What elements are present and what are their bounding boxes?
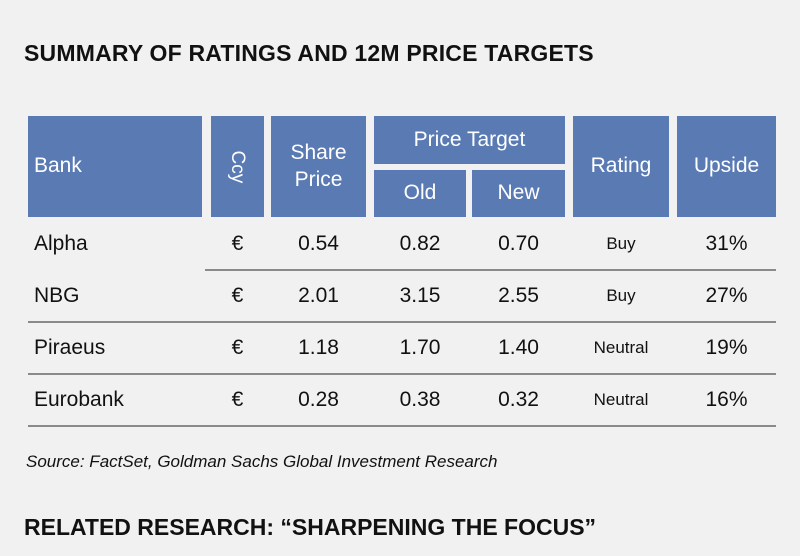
header-ccy: Ccy <box>211 116 264 217</box>
header-share-price: Share Price <box>271 116 366 217</box>
cell-new-target: 1.40 <box>498 336 539 359</box>
cell-upside: 16% <box>705 388 748 411</box>
cell-upside: 27% <box>705 284 748 307</box>
row-divider <box>28 373 776 375</box>
cell-ccy: € <box>231 284 244 307</box>
header-bank: Bank <box>28 116 202 217</box>
table-row: Eurobank € 0.28 0.38 0.32 Neutral 16% <box>0 374 800 427</box>
cell-share-price: 2.01 <box>298 284 339 307</box>
cell-rating: Neutral <box>593 338 649 357</box>
source-note: Source: FactSet, Goldman Sachs Global In… <box>26 452 498 471</box>
row-divider <box>205 269 776 271</box>
header-share-price-label: Share Price <box>290 141 347 191</box>
cell-bank: NBG <box>34 284 80 307</box>
cell-rating: Neutral <box>593 390 649 409</box>
header-ccy-label: Ccy <box>227 150 249 183</box>
header-rating: Rating <box>573 116 669 217</box>
section-title: SUMMARY OF RATINGS AND 12M PRICE TARGETS <box>24 40 594 66</box>
header-upside: Upside <box>677 116 776 217</box>
cell-ccy: € <box>231 388 244 411</box>
cell-new-target: 0.32 <box>498 388 539 411</box>
cell-share-price: 0.28 <box>298 388 339 411</box>
table-row: NBG € 2.01 3.15 2.55 Buy 27% <box>0 270 800 323</box>
cell-new-target: 2.55 <box>498 284 539 307</box>
cell-new-target: 0.70 <box>498 232 539 255</box>
cell-share-price: 0.54 <box>298 232 339 255</box>
cell-ccy: € <box>231 232 244 255</box>
table-row: Alpha € 0.54 0.82 0.70 Buy 31% <box>0 218 800 271</box>
table-row: Piraeus € 1.18 1.70 1.40 Neutral 19% <box>0 322 800 375</box>
cell-upside: 31% <box>705 232 748 255</box>
header-old: Old <box>374 170 466 217</box>
cell-rating: Buy <box>606 234 636 253</box>
cell-old-target: 0.38 <box>399 388 441 411</box>
cell-bank: Piraeus <box>34 336 106 359</box>
cell-old-target: 1.70 <box>399 336 441 359</box>
row-divider <box>28 321 776 323</box>
cell-old-target: 0.82 <box>399 232 441 255</box>
row-divider <box>28 425 776 427</box>
header-price-target: Price Target <box>374 116 565 164</box>
header-new: New <box>472 170 565 217</box>
cell-ccy: € <box>231 336 244 359</box>
cell-upside: 19% <box>705 336 748 359</box>
cell-bank: Alpha <box>34 232 88 255</box>
cell-share-price: 1.18 <box>298 336 339 359</box>
cell-bank: Eurobank <box>34 388 124 411</box>
cell-rating: Buy <box>606 286 636 305</box>
cell-old-target: 3.15 <box>399 284 441 307</box>
related-research-heading: RELATED RESEARCH: “SHARPENING THE FOCUS” <box>24 514 597 540</box>
